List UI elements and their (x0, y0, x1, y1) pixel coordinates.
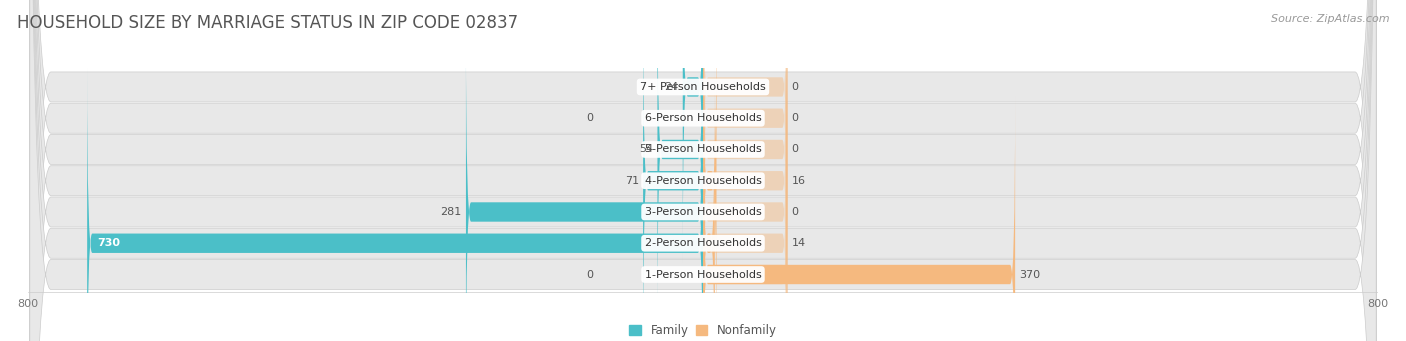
FancyBboxPatch shape (30, 0, 1376, 341)
FancyBboxPatch shape (703, 3, 717, 341)
FancyBboxPatch shape (30, 0, 1376, 341)
Text: 1-Person Households: 1-Person Households (644, 269, 762, 280)
Text: 3-Person Households: 3-Person Households (644, 207, 762, 217)
FancyBboxPatch shape (703, 97, 787, 341)
Text: 370: 370 (1019, 269, 1040, 280)
Text: 4-Person Households: 4-Person Households (644, 176, 762, 186)
Text: 5-Person Households: 5-Person Households (644, 145, 762, 154)
Text: 0: 0 (586, 269, 593, 280)
Text: 7+ Person Households: 7+ Person Households (640, 82, 766, 92)
FancyBboxPatch shape (465, 34, 703, 341)
Text: 54: 54 (640, 145, 654, 154)
FancyBboxPatch shape (30, 0, 1376, 341)
Text: 6-Person Households: 6-Person Households (644, 113, 762, 123)
FancyBboxPatch shape (658, 0, 703, 327)
Legend: Family, Nonfamily: Family, Nonfamily (630, 324, 776, 337)
Text: 2-Person Households: 2-Person Households (644, 238, 762, 248)
FancyBboxPatch shape (703, 34, 787, 341)
Text: HOUSEHOLD SIZE BY MARRIAGE STATUS IN ZIP CODE 02837: HOUSEHOLD SIZE BY MARRIAGE STATUS IN ZIP… (17, 14, 517, 32)
FancyBboxPatch shape (703, 97, 1015, 341)
Text: 0: 0 (792, 145, 799, 154)
Text: 0: 0 (792, 113, 799, 123)
FancyBboxPatch shape (87, 65, 703, 341)
Text: 0: 0 (792, 207, 799, 217)
FancyBboxPatch shape (703, 65, 714, 341)
FancyBboxPatch shape (703, 65, 787, 341)
FancyBboxPatch shape (30, 0, 1376, 341)
Text: 14: 14 (792, 238, 806, 248)
FancyBboxPatch shape (703, 0, 787, 327)
Text: 16: 16 (792, 176, 806, 186)
Text: 281: 281 (440, 207, 461, 217)
Text: 71: 71 (624, 176, 638, 186)
Text: 24: 24 (664, 82, 679, 92)
FancyBboxPatch shape (30, 0, 1376, 341)
Text: 730: 730 (97, 238, 121, 248)
Text: 0: 0 (586, 113, 593, 123)
Text: Source: ZipAtlas.com: Source: ZipAtlas.com (1271, 14, 1389, 24)
FancyBboxPatch shape (703, 3, 787, 341)
FancyBboxPatch shape (683, 0, 703, 265)
FancyBboxPatch shape (703, 0, 787, 296)
FancyBboxPatch shape (703, 0, 787, 265)
Text: 0: 0 (792, 82, 799, 92)
FancyBboxPatch shape (643, 3, 703, 341)
FancyBboxPatch shape (30, 0, 1376, 341)
FancyBboxPatch shape (30, 0, 1376, 341)
